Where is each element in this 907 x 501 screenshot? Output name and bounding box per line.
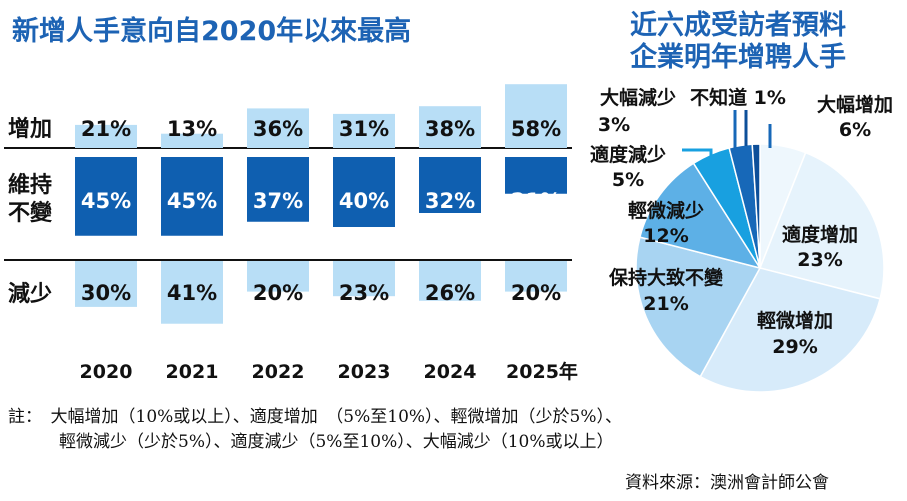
pie-value-0: 6% [839, 119, 871, 141]
source-note: 資料來源：澳洲會計師公會 [625, 473, 829, 493]
year-label-5: 2025年 [506, 360, 578, 383]
year-label-0: 2020 [80, 361, 133, 383]
bar-label-maintain-4: 32% [425, 189, 475, 213]
bar-maintain-5 [505, 157, 567, 194]
pie-chart-title-line2: 企業明年增聘人手 [630, 41, 846, 73]
bar-maintain-0 [75, 157, 137, 236]
bar-label-increase-3: 31% [339, 117, 389, 141]
pie-label-5: 適度減少 [590, 143, 666, 166]
pie-slice-2 [699, 267, 882, 393]
bar-label-decrease-3: 23% [339, 281, 389, 305]
pie-value-6: 3% [598, 114, 630, 136]
bar-label-maintain-5: 21% [511, 189, 561, 213]
bar-chart-title: 新增人手意向自2020年以來最高 [12, 15, 411, 47]
bar-label-decrease-1: 41% [167, 281, 217, 305]
bar-label-increase-4: 38% [425, 117, 475, 141]
bar-label-decrease-4: 26% [425, 281, 475, 305]
bar-decrease-1 [161, 261, 223, 324]
bar-decrease-3 [333, 261, 395, 297]
note-line-2: 輕微減少（少於5%）、適度減少（5%至10%）、大幅減少（10%或以上） [8, 432, 614, 452]
bar-increase-2 [247, 108, 309, 148]
bar-increase-3 [333, 113, 395, 148]
year-label-4: 2024 [424, 361, 477, 383]
row-label-decrease: 減少 [8, 282, 52, 307]
bar-label-increase-2: 36% [253, 117, 303, 141]
pie-value-4: 12% [643, 225, 688, 247]
pie-leader-line-1 [682, 148, 713, 168]
bar-label-maintain-3: 40% [339, 189, 389, 213]
bar-label-decrease-2: 20% [253, 281, 303, 305]
pie-label-2: 輕微增加 [757, 309, 833, 332]
pie-slice-3 [635, 236, 762, 378]
bar-label-increase-1: 13% [167, 117, 217, 141]
pie-label-6: 大幅減少 [600, 86, 676, 109]
bar-increase-5 [505, 84, 567, 148]
pie-value-3: 21% [643, 293, 688, 315]
bar-value-labels: 21% 45% 30% 13% 45% 41% 36% 37% 20% 31% 40% 23% 38% 3… [81, 117, 561, 305]
bar-maintain-3 [333, 157, 395, 227]
bar-decrease-0 [75, 261, 137, 307]
bar-decrease-2 [247, 261, 309, 292]
bar-increase-4 [419, 106, 481, 148]
bar-increase-1 [161, 133, 223, 148]
pie-group [635, 143, 885, 393]
bar-group [75, 84, 567, 324]
row-label-maintain-line1: 維持 [8, 172, 52, 198]
pie-label-3: 保持大致不變 [608, 266, 724, 289]
bar-label-maintain-1: 45% [167, 189, 217, 213]
bar-label-increase-5: 58% [511, 117, 561, 141]
pie-slice-7 [751, 143, 761, 269]
pie-chart-title-line1: 近六成受訪者預料 [630, 9, 846, 41]
pie-value-5: 5% [612, 169, 644, 191]
year-label-1: 2021 [166, 361, 219, 383]
year-label-2: 2022 [252, 361, 305, 383]
pie-labels: 大幅增加 6% 適度增加 23% 輕微增加 29% 保持大致不變 21% 輕微減少 12% 適度減少… [590, 86, 893, 358]
bar-label-maintain-2: 37% [253, 189, 303, 213]
pie-slice-1 [758, 151, 885, 300]
pie-slice-4 [638, 162, 762, 270]
bar-decrease-4 [419, 261, 481, 301]
note-line-1: 註： 大幅增加（10%或以上）、適度增加 （5%至10%）、輕微增加（少於5%）… [8, 407, 623, 427]
bar-maintain-2 [247, 157, 309, 222]
pie-label-0: 大幅增加 [817, 93, 893, 116]
bar-increase-0 [75, 124, 137, 148]
pie-label-4: 輕微減少 [628, 199, 704, 222]
year-labels: 2020 2021 2022 2023 2024 2025年 [80, 360, 578, 383]
bar-maintain-1 [161, 157, 223, 236]
year-label-3: 2023 [338, 361, 391, 383]
bar-maintain-4 [419, 157, 481, 213]
row-label-maintain-line2: 不變 [8, 200, 53, 226]
bar-label-maintain-0: 45% [81, 189, 131, 213]
bar-label-decrease-5: 20% [511, 281, 561, 305]
bar-label-decrease-0: 30% [81, 281, 131, 305]
pie-label-1: 適度增加 [782, 223, 858, 246]
pie-value-1: 23% [797, 249, 842, 271]
row-label-increase: 增加 [8, 116, 52, 142]
pie-value-2: 29% [772, 336, 817, 358]
pie-label-7: 不知道 1% [690, 86, 786, 109]
bar-decrease-5 [505, 261, 567, 292]
bar-label-increase-0: 21% [81, 117, 131, 141]
